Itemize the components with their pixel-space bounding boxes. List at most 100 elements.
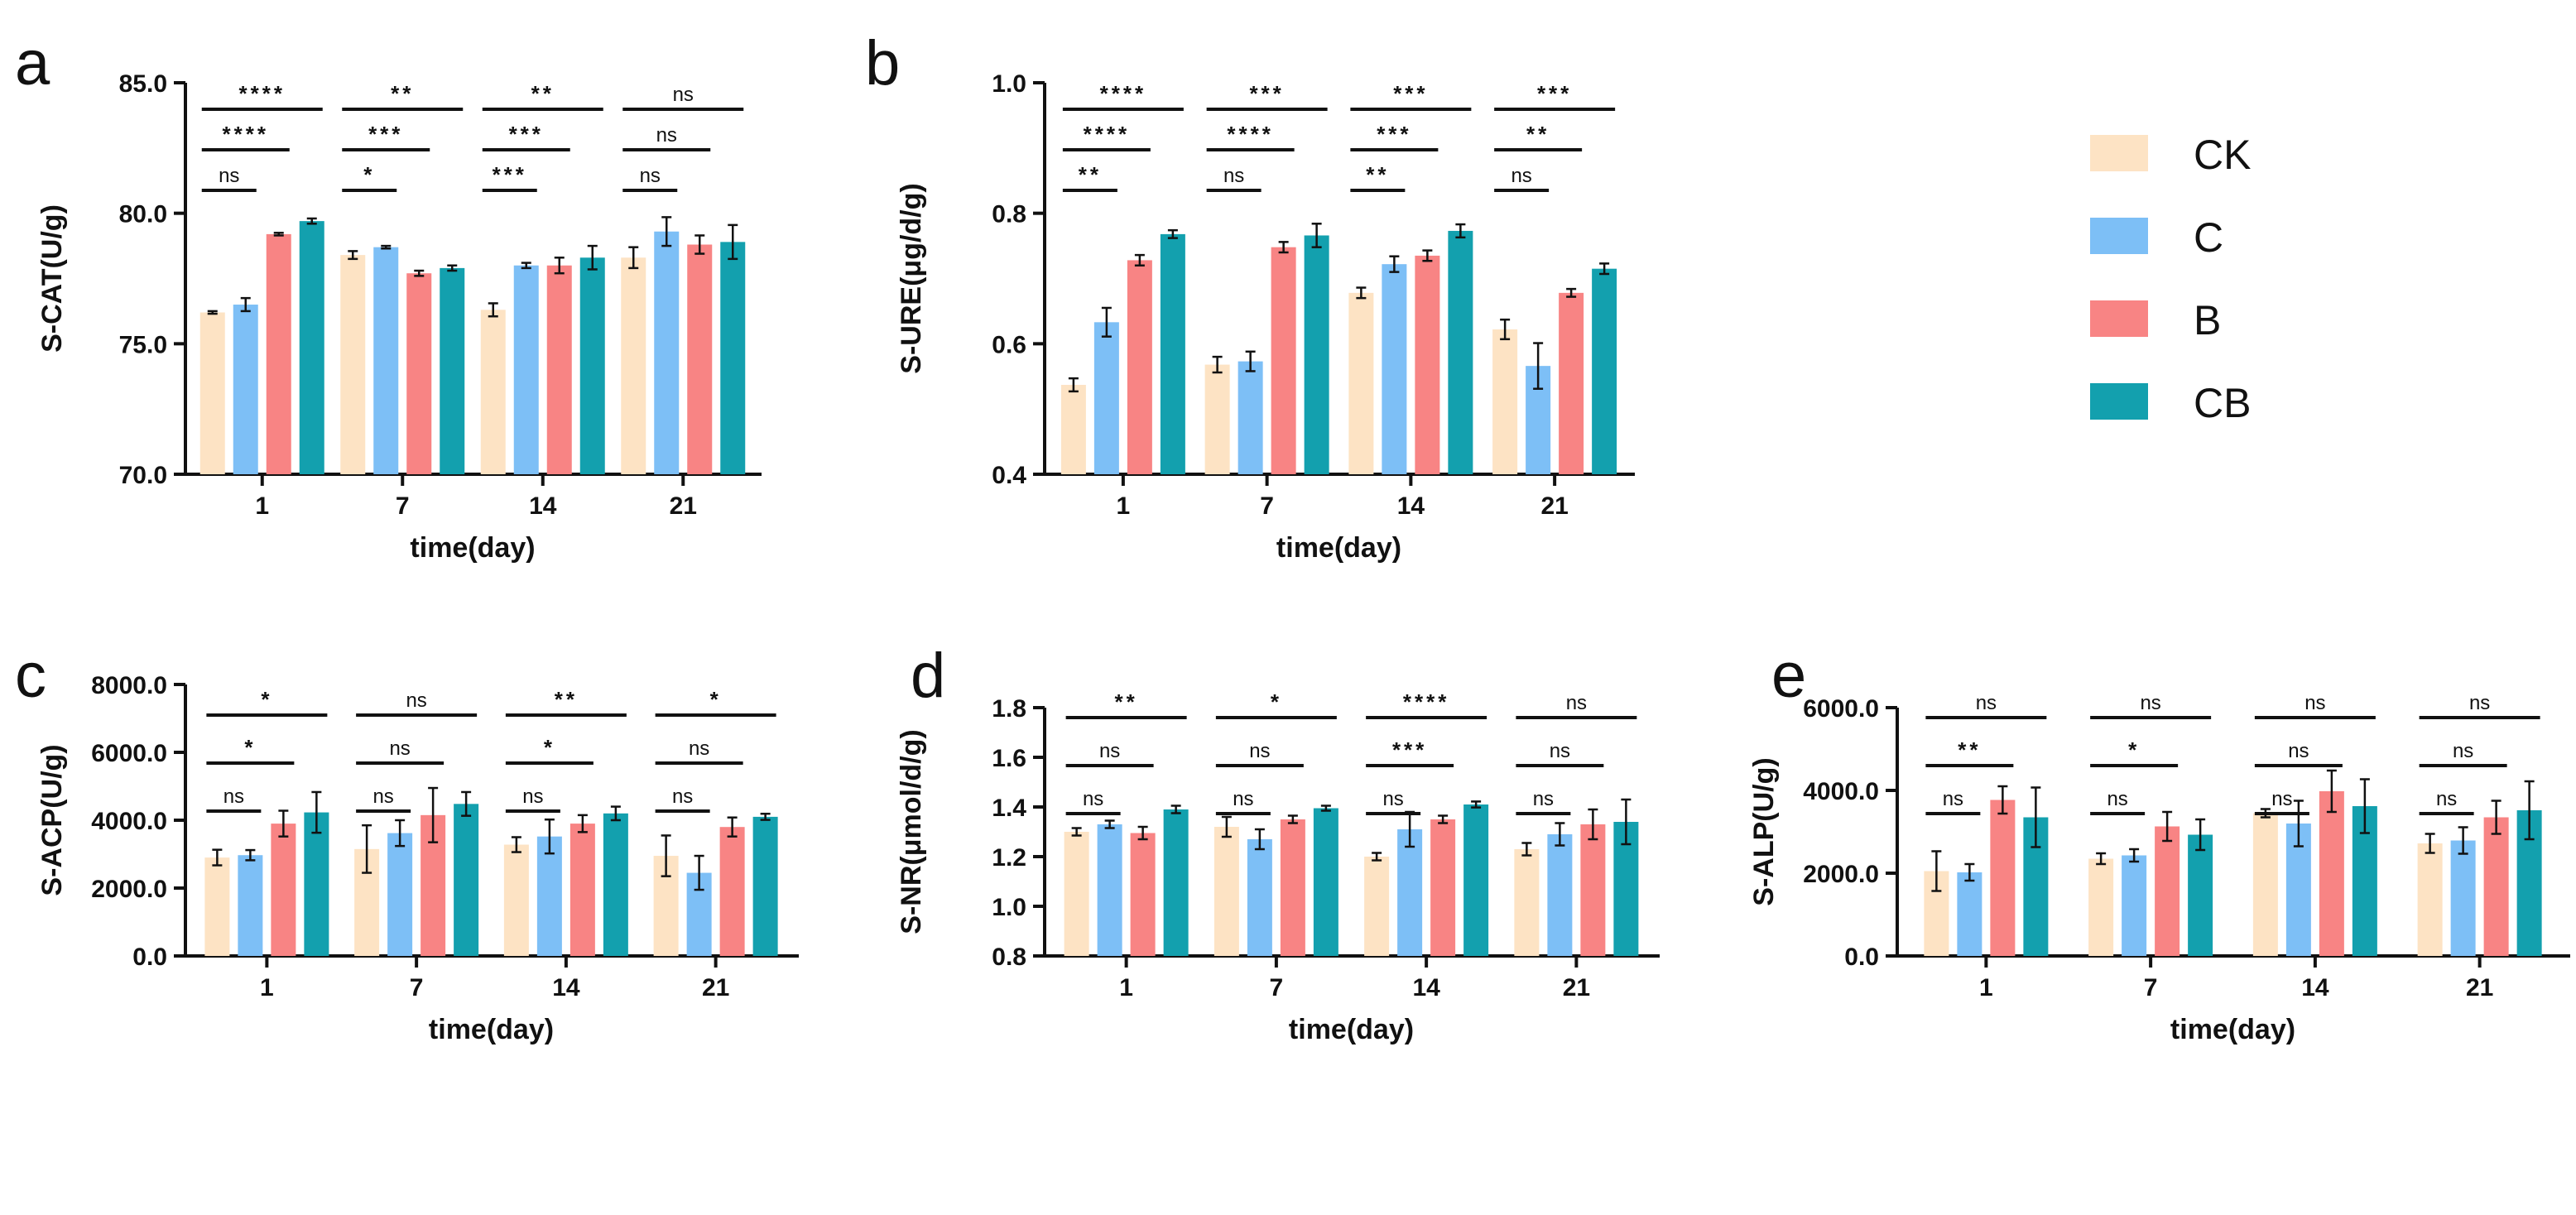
bar-e-ck-1 xyxy=(2088,858,2114,956)
bar-b-cb-2 xyxy=(1448,230,1473,474)
bar-d-b-3 xyxy=(1580,824,1606,956)
sig-label-c-2-1: * xyxy=(544,735,555,760)
y-tick-label-b-1: 0.6 xyxy=(992,331,1026,358)
y-tick-label-d-1: 1.0 xyxy=(992,894,1026,921)
panel-letter-b: b xyxy=(865,28,900,98)
bar-e-ck-2 xyxy=(2252,813,2278,956)
bar-d-cb-1 xyxy=(1313,808,1338,956)
sig-label-d-3-1: ns xyxy=(1550,740,1570,762)
bar-a-ck-0 xyxy=(199,312,225,474)
sig-label-c-3-2: * xyxy=(710,687,722,712)
bar-d-b-2 xyxy=(1430,819,1456,956)
bar-d-ck-1 xyxy=(1214,827,1239,956)
sig-label-c-3-0: ns xyxy=(672,785,693,808)
y-tick-label-c-4: 8000.0 xyxy=(91,672,167,699)
x-tick-label-e-0: 1 xyxy=(1979,974,1993,1001)
legend-label-c: C xyxy=(2194,214,2223,261)
y-tick-label-d-3: 1.4 xyxy=(992,795,1026,822)
sig-label-a-3-0: ns xyxy=(640,165,661,187)
legend-swatch-b xyxy=(2090,300,2148,337)
sig-label-b-3-0: ns xyxy=(1511,165,1531,187)
y-axis-title-d: S-NR(μmol/d/g) xyxy=(896,729,927,934)
y-tick-label-c-0: 0.0 xyxy=(132,944,167,971)
bar-d-c-1 xyxy=(1247,839,1272,956)
x-tick-label-c-3: 21 xyxy=(702,974,729,1001)
panel-letter-d: d xyxy=(911,641,945,711)
sig-label-b-0-2: **** xyxy=(1100,81,1146,106)
bar-a-c-0 xyxy=(233,305,258,474)
bar-c-cb-2 xyxy=(603,813,628,956)
bar-b-ck-1 xyxy=(1204,364,1230,474)
y-axis-title-c: S-ACP(U/g) xyxy=(36,744,68,896)
y-tick-label-e-0: 0.0 xyxy=(1844,944,1879,971)
bar-c-cb-3 xyxy=(752,816,778,956)
bar-b-ck-0 xyxy=(1060,384,1086,474)
bar-a-b-1 xyxy=(406,273,432,474)
x-tick-label-e-2: 14 xyxy=(2301,974,2329,1001)
bar-b-b-3 xyxy=(1559,292,1584,474)
y-tick-label-d-4: 1.6 xyxy=(992,745,1026,772)
bar-d-ck-0 xyxy=(1064,832,1089,956)
sig-label-e-0-1: ** xyxy=(1958,737,1981,762)
y-tick-label-b-0: 0.4 xyxy=(992,462,1026,489)
bar-a-c-1 xyxy=(373,247,399,474)
sig-label-d-1-2: * xyxy=(1271,689,1282,714)
bar-b-b-0 xyxy=(1127,260,1152,474)
bar-d-b-1 xyxy=(1280,819,1305,956)
x-axis-title-e: time(day) xyxy=(2170,1014,2295,1045)
bar-a-b-2 xyxy=(546,265,572,474)
bar-e-b-2 xyxy=(2319,791,2344,956)
sig-label-e-3-0: ns xyxy=(2436,788,2457,810)
bar-c-ck-0 xyxy=(204,857,230,956)
sig-label-e-0-2: ns xyxy=(1976,692,1997,714)
bar-c-cb-0 xyxy=(304,812,329,956)
y-tick-label-a-1: 75.0 xyxy=(119,331,167,358)
x-tick-label-e-1: 7 xyxy=(2144,974,2158,1001)
bar-a-cb-2 xyxy=(579,257,605,474)
sig-label-c-1-0: ns xyxy=(372,785,393,808)
chart-panel-e: 0.0 2000.0 4000.0 6000.0 S-ALP(U/g) time(day)… xyxy=(1748,692,2570,1045)
bar-e-c-1 xyxy=(2122,855,2147,956)
sig-label-d-3-0: ns xyxy=(1533,788,1554,810)
panel-letter-c: c xyxy=(15,641,46,711)
sig-label-a-1-1: *** xyxy=(368,122,403,146)
sig-label-e-2-1: ns xyxy=(2288,740,2309,762)
bar-b-c-1 xyxy=(1238,361,1263,474)
bar-b-ck-2 xyxy=(1348,292,1374,474)
bar-c-c-0 xyxy=(238,855,263,956)
sig-label-c-0-2: * xyxy=(261,687,272,712)
sig-label-b-1-0: ns xyxy=(1223,165,1244,187)
y-tick-label-b-2: 0.8 xyxy=(992,201,1026,228)
bar-e-b-3 xyxy=(2483,817,2509,956)
bar-d-b-0 xyxy=(1130,833,1156,956)
y-axis-title-b: S-URE(μg/d/g) xyxy=(896,183,927,373)
sig-label-c-0-1: * xyxy=(244,735,256,760)
chart-panel-b: 0.40.60.81.0S-URE(μg/d/g)time(day)1*****… xyxy=(896,70,1635,564)
sig-label-b-0-1: **** xyxy=(1084,122,1130,146)
sig-label-a-0-2: **** xyxy=(239,81,286,106)
panel-letter-e: e xyxy=(1771,641,1806,711)
bar-e-b-0 xyxy=(1990,800,2016,956)
x-tick-label-c-0: 1 xyxy=(260,974,274,1001)
x-tick-label-b-2: 14 xyxy=(1397,492,1425,520)
bar-a-b-3 xyxy=(687,244,713,474)
bar-c-ck-2 xyxy=(503,844,529,956)
x-tick-label-a-0: 1 xyxy=(255,492,269,520)
bar-e-ck-3 xyxy=(2417,843,2443,956)
sig-label-e-1-1: * xyxy=(2128,737,2140,762)
sig-label-b-1-2: *** xyxy=(1249,81,1284,106)
sig-label-e-2-2: ns xyxy=(2304,692,2325,714)
bar-d-ck-3 xyxy=(1514,849,1540,956)
bar-a-cb-1 xyxy=(440,267,465,474)
sig-label-c-1-1: ns xyxy=(389,737,410,760)
legend-swatch-ck xyxy=(2090,135,2148,171)
sig-label-e-3-1: ns xyxy=(2453,740,2473,762)
chart-panel-a: 70.075.080.085.0S-CAT(U/g)time(day)1ns**… xyxy=(36,70,762,564)
sig-label-d-1-0: ns xyxy=(1233,788,1253,810)
bar-b-cb-3 xyxy=(1592,268,1617,474)
bar-d-cb-2 xyxy=(1463,804,1489,956)
legend-label-b: B xyxy=(2194,297,2221,343)
y-axis-title-a: S-CAT(U/g) xyxy=(36,204,68,353)
legend-swatch-c xyxy=(2090,218,2148,254)
sig-label-b-2-2: *** xyxy=(1393,81,1428,106)
